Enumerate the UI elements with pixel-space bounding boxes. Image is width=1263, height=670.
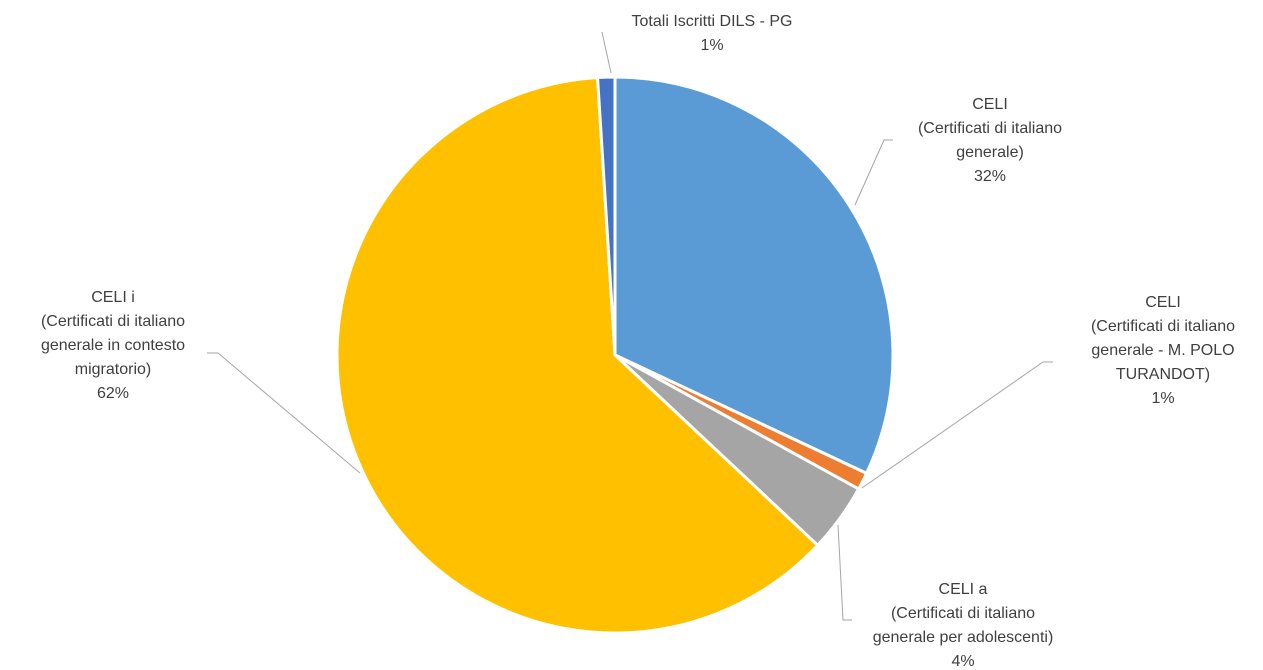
leader-line [854,139,893,206]
category-label: CELI (Certificati di italiano generale) [917,96,1063,161]
category-label: CELI (Certificati di italiano generale -… [1090,294,1236,383]
value-label: 1% [1151,390,1175,407]
value-label: 4% [951,653,975,670]
slice-label: CELI (Certificati di italiano generale -… [1043,291,1263,411]
leader-line [837,524,852,621]
leader-line [601,31,612,74]
value-label: 32% [973,168,1007,185]
leader-line [861,361,1053,489]
pie-slice [595,75,617,356]
pie-slice [335,75,820,635]
value-label: 1% [700,37,724,54]
slice-label: Totali Iscritti DILS - PG 1% [592,10,832,58]
category-label: Totali Iscritti DILS - PG [631,13,793,30]
pie-slice [613,75,895,476]
slice-label: CELI i (Certificati di italiano generale… [0,286,233,406]
category-label: CELI a (Certificati di italiano generale… [872,581,1054,646]
category-label: CELI i (Certificati di italiano generale… [40,289,186,378]
leader-line [207,352,361,474]
value-label: 62% [96,385,130,402]
slice-label: CELI (Certificati di italiano generale) 3… [870,93,1110,189]
slice-label: CELI a (Certificati di italiano generale… [843,578,1083,670]
